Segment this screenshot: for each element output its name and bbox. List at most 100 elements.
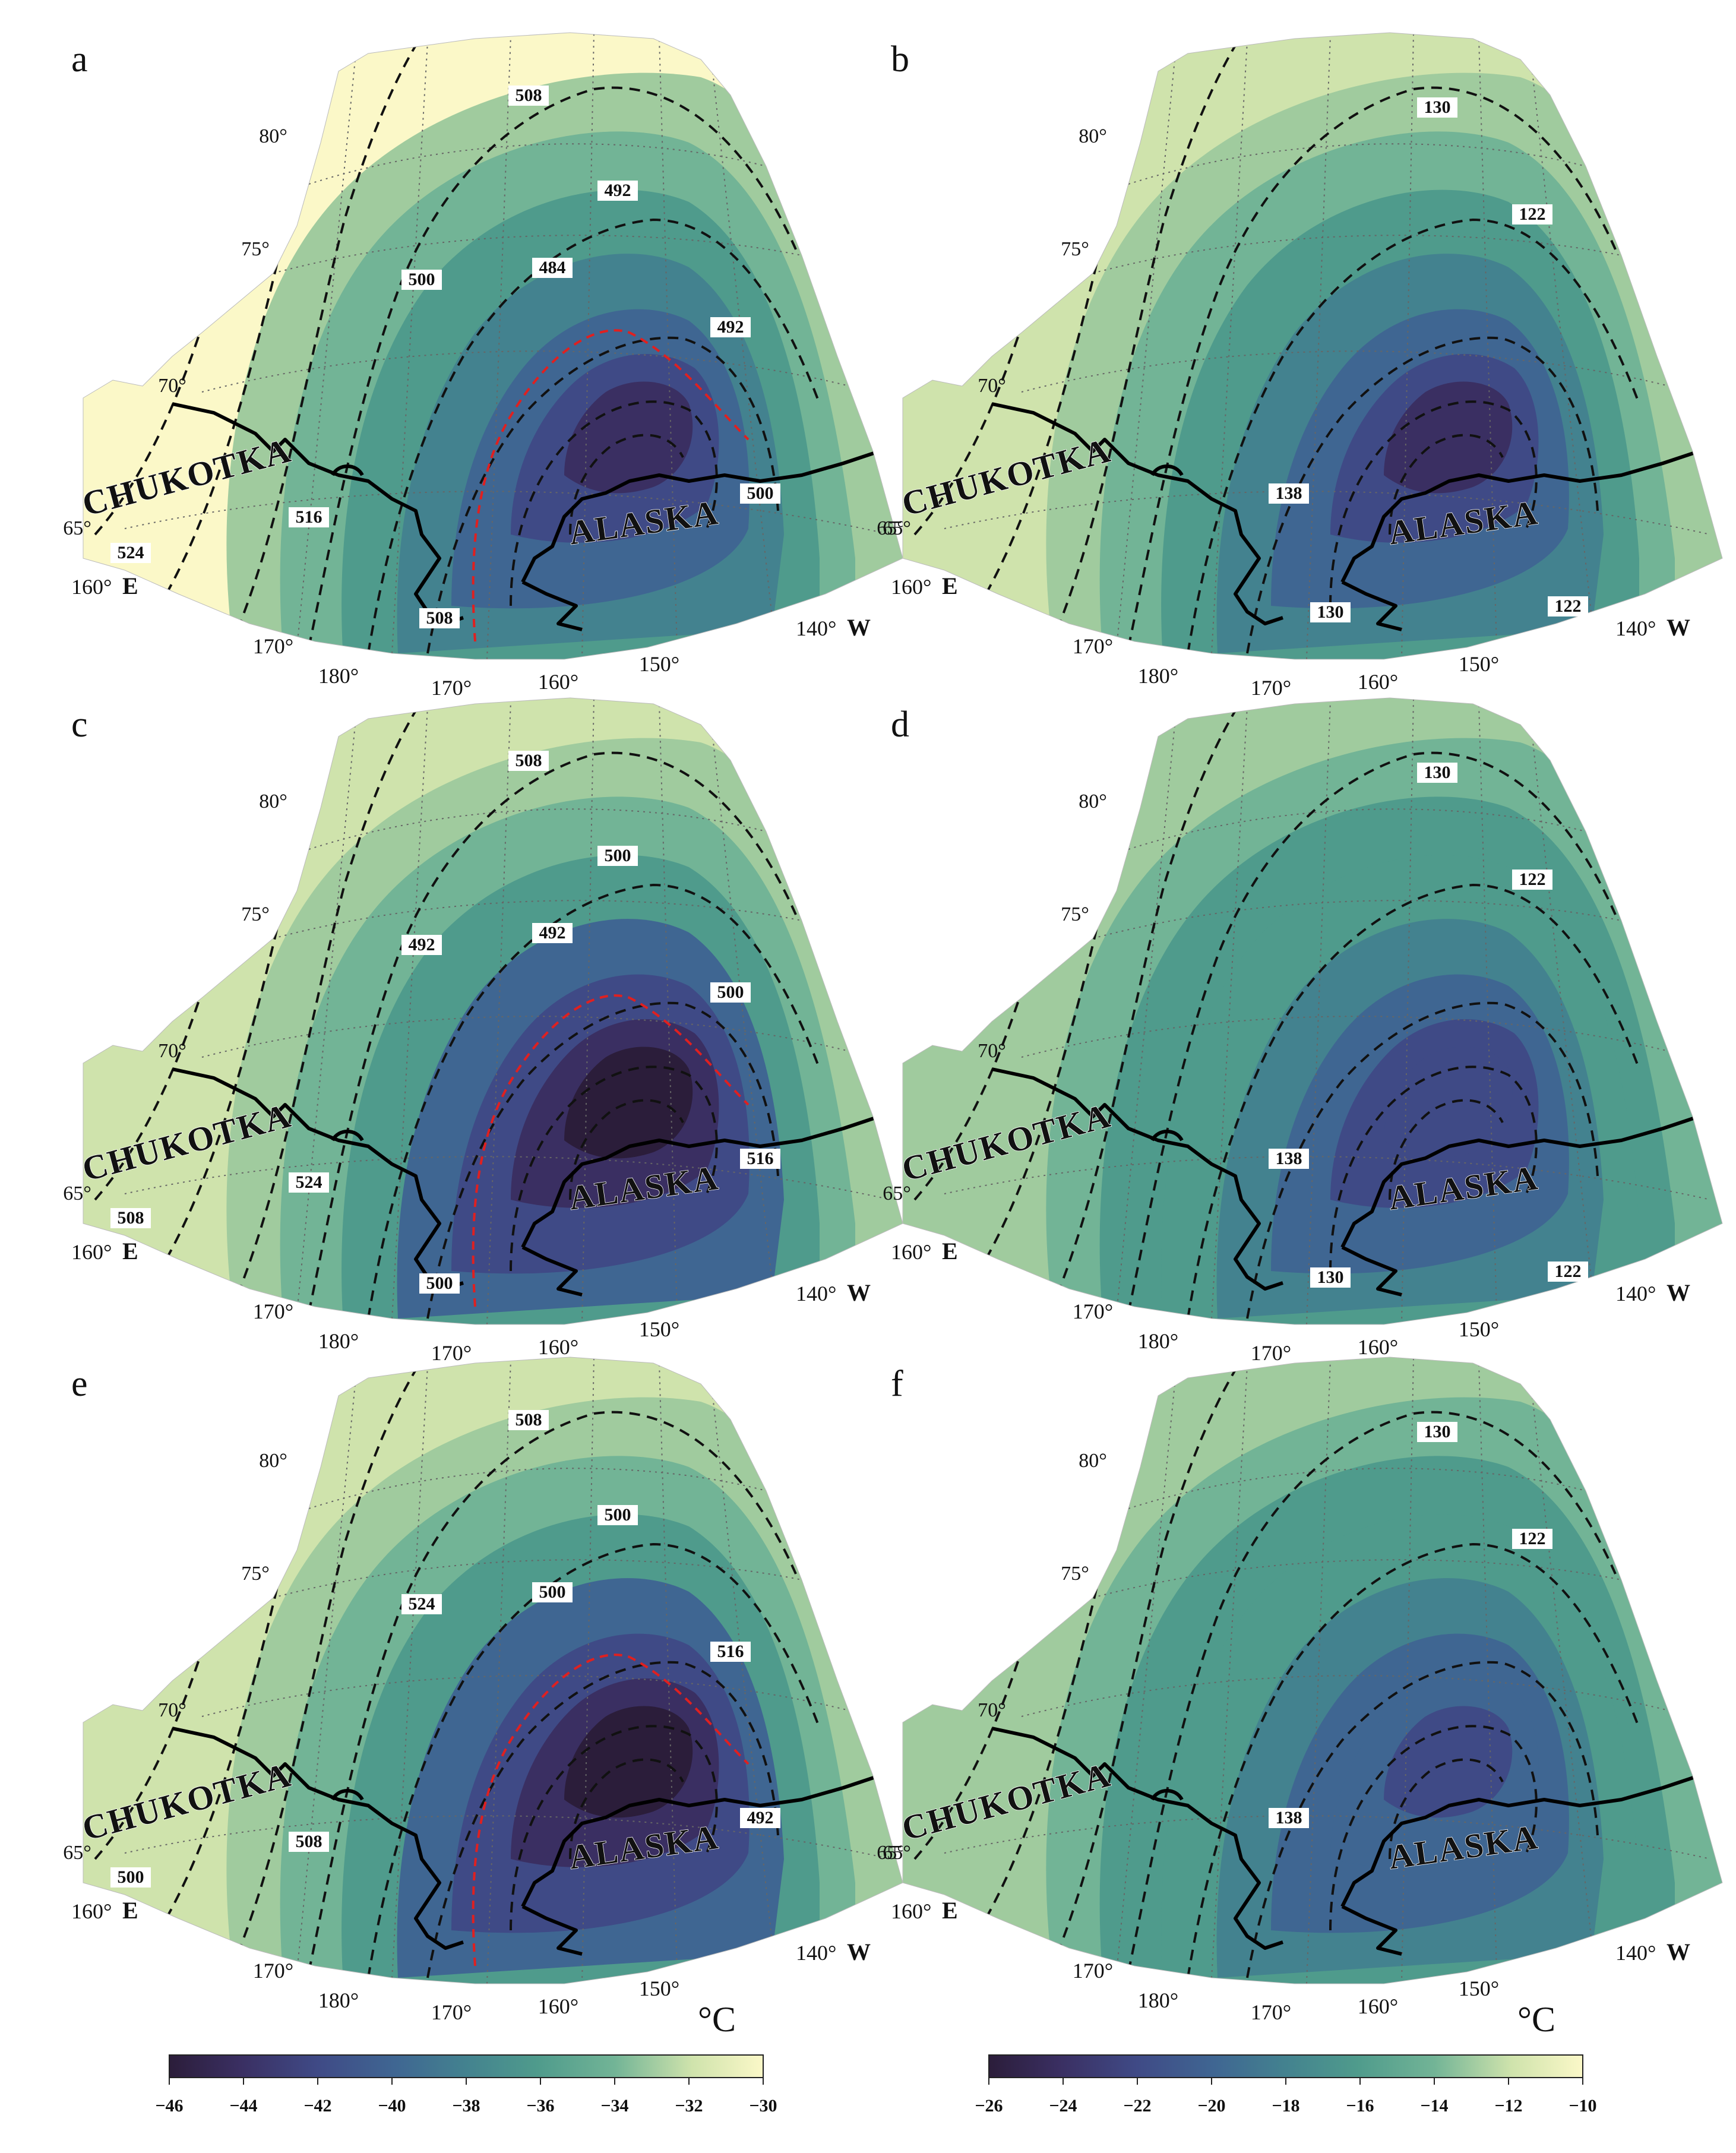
panel-letter: d [891, 704, 909, 745]
contour-label: 122 [1548, 596, 1588, 617]
latitude-label: 75° [1061, 1563, 1089, 1585]
contour-value: 130 [1424, 763, 1451, 782]
contour-value: 500 [409, 270, 435, 289]
contour-value: 500 [539, 1582, 566, 1602]
contour-value: 130 [1317, 602, 1344, 622]
contour-value: 508 [296, 1832, 322, 1851]
longitude-label: 170° [1251, 2000, 1291, 2024]
latitude-label: 70° [158, 1699, 186, 1721]
contour-label: 508 [419, 608, 460, 628]
contour-value: 524 [409, 1594, 435, 1614]
longitude-label: 150° [1459, 1977, 1499, 2000]
contour-label: 516 [710, 1642, 751, 1662]
corner-longitude-left: 160° [71, 1899, 112, 1923]
corner-longitude-left: 160° [891, 1899, 931, 1923]
contour-label: 138 [1269, 1149, 1309, 1169]
corner-direction-right: W [1667, 614, 1690, 641]
contour-label: 122 [1512, 204, 1552, 225]
contour-value: 122 [1519, 1529, 1546, 1548]
contour-value: 492 [409, 935, 435, 954]
corner-direction-right: W [847, 614, 871, 641]
panel-letter: e [71, 1364, 88, 1404]
contour-value: 516 [717, 1642, 744, 1661]
panel-letter: b [891, 39, 909, 80]
longitude-label: 150° [639, 1977, 679, 2000]
longitude-label: 170° [253, 1959, 293, 1983]
corner-direction-right: W [847, 1279, 871, 1306]
contour-value: 122 [1555, 596, 1582, 616]
colorbar-tick-label: −12 [1494, 2096, 1522, 2116]
colorbar-tick-label: −16 [1346, 2096, 1374, 2116]
latitude-label: 65° [63, 517, 91, 539]
contour-label: 508 [508, 86, 549, 106]
contour-value: 138 [1276, 1149, 1302, 1168]
panel-letter: a [71, 39, 88, 80]
contour-value: 122 [1555, 1262, 1582, 1281]
colorbar-tick-label: −38 [452, 2096, 480, 2116]
corner-direction-left: E [942, 573, 958, 599]
corner-longitude-left: 160° [71, 1240, 112, 1264]
contour-value: 492 [539, 923, 566, 943]
colorbar-tick-label: −14 [1420, 2096, 1448, 2116]
contour-label: 508 [508, 1410, 549, 1430]
colorbar-tick-label: −32 [675, 2096, 703, 2116]
corner-direction-right: W [1667, 1939, 1690, 1965]
contour-value: 130 [1424, 1422, 1451, 1441]
contour-value: 508 [426, 608, 453, 628]
corner-longitude-right: 140° [796, 1941, 836, 1965]
corner-direction-left: E [122, 573, 138, 599]
colorbar-tick-label: −22 [1123, 2096, 1151, 2116]
panel-a: a 80° 75° 70° 65° 65° 170° 180° 170° 160° 150° 160°… [63, 32, 905, 700]
colorbar-unit: °C [698, 2000, 736, 2039]
contour-label: 516 [740, 1149, 780, 1169]
latitude-label: 75° [1061, 903, 1089, 925]
corner-direction-right: W [847, 1939, 871, 1965]
corner-longitude-left: 160° [891, 575, 931, 599]
contour-value: 500 [605, 846, 631, 865]
contour-label: 508 [110, 1208, 151, 1228]
latitude-label: 80° [1079, 791, 1107, 812]
longitude-label: 150° [1459, 652, 1499, 676]
colorbar-tick-label: −18 [1272, 2096, 1299, 2116]
contour-value: 500 [605, 1505, 631, 1525]
contour-label: 492 [532, 923, 573, 943]
corner-direction-left: E [122, 1897, 138, 1924]
longitude-label: 170° [431, 2000, 472, 2024]
contour-label: 484 [532, 258, 573, 278]
colorbar-tick-label: −10 [1569, 2096, 1596, 2116]
contour-label: 492 [597, 181, 638, 201]
longitude-label: 180° [318, 664, 359, 688]
longitude-label: 170° [253, 634, 293, 658]
latitude-label: 70° [978, 375, 1006, 397]
shading-level-7 [564, 1706, 693, 1818]
corner-longitude-left: 160° [71, 575, 112, 599]
contour-value: 500 [426, 1273, 453, 1293]
latitude-label: 65° [63, 1842, 91, 1864]
latitude-label: 70° [158, 375, 186, 397]
contour-label: 138 [1269, 1808, 1309, 1828]
latitude-label: 65° [883, 1842, 911, 1864]
contour-value: 500 [717, 982, 744, 1002]
longitude-label: 180° [1138, 664, 1178, 688]
contour-value: 492 [747, 1808, 774, 1828]
latitude-label: 70° [978, 1040, 1006, 1062]
corner-longitude-right: 140° [1615, 617, 1656, 640]
contour-label: 524 [401, 1594, 442, 1614]
latitude-label: 75° [241, 1563, 270, 1585]
longitude-label: 160° [538, 670, 578, 694]
colorbar-tick-label: −44 [229, 2096, 257, 2116]
latitude-label: 75° [241, 238, 270, 260]
contour-value: 138 [1276, 483, 1302, 503]
longitude-label: 160° [538, 1335, 578, 1359]
contour-value: 122 [1519, 870, 1546, 889]
latitude-label: 80° [259, 1450, 287, 1472]
contour-value: 492 [605, 181, 631, 200]
corner-longitude-right: 140° [796, 1282, 836, 1305]
contour-label: 500 [597, 1505, 638, 1525]
contour-label: 500 [401, 270, 442, 290]
longitude-label: 180° [318, 1329, 359, 1353]
contour-label: 500 [740, 483, 780, 504]
panel-d: d 80° 75° 70° 65° 170° 180° 170° 160° 150° 160° E 14… [883, 697, 1723, 1365]
colorbar-tick-label: −40 [378, 2096, 406, 2116]
latitude-label: 80° [1079, 125, 1107, 147]
